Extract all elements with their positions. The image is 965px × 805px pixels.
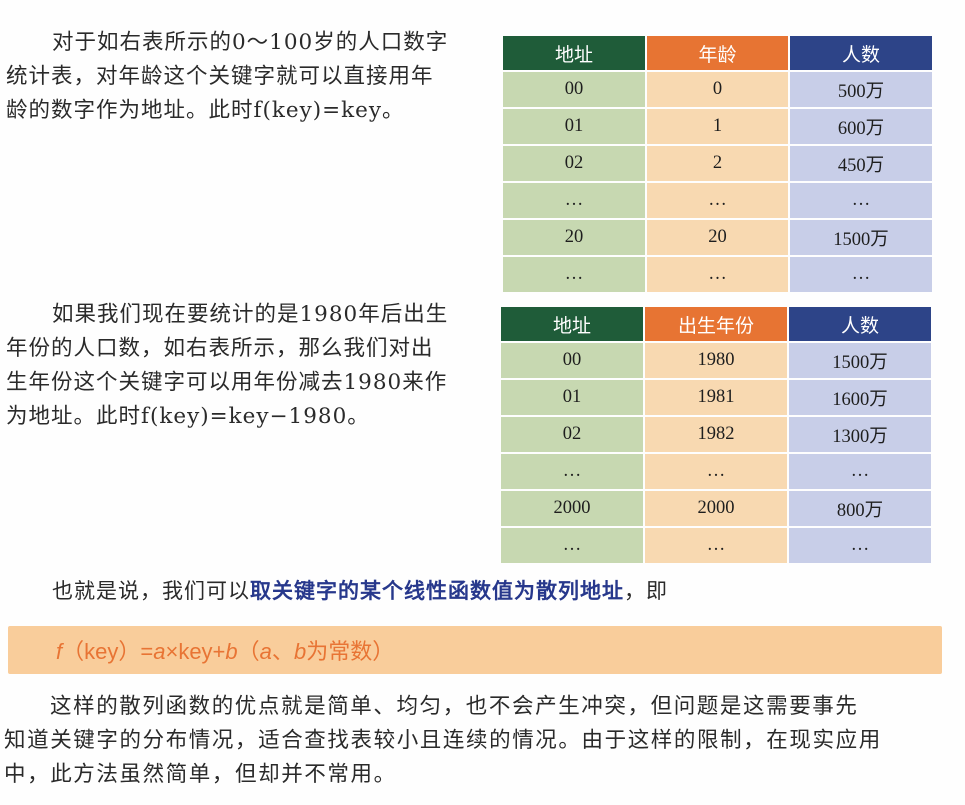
cell-address: … <box>501 528 643 563</box>
header-population: 人数 <box>790 36 932 70</box>
cell-birth-year: 1982 <box>645 417 787 452</box>
table-row: … … … <box>503 183 932 218</box>
paragraph-line: 年份的人口数，如右表所示，那么我们对出 <box>6 336 434 361</box>
formula-part: （ <box>237 639 260 664</box>
cell-address: 2000 <box>501 491 643 526</box>
header-address: 地址 <box>503 36 645 70</box>
cell-population: 1600万 <box>789 380 931 415</box>
cell-population: 800万 <box>789 491 931 526</box>
cell-population: 1300万 <box>789 417 931 452</box>
cell-population: 500万 <box>790 72 932 107</box>
summary-line: 也就是说，我们可以取关键字的某个线性函数值为散列地址，即 <box>52 575 668 605</box>
cell-population: … <box>790 183 932 218</box>
header-population: 人数 <box>789 307 931 341</box>
table-row: … … … <box>503 257 932 292</box>
table-row: 00 1980 1500万 <box>501 343 931 378</box>
cell-age: 20 <box>647 220 788 255</box>
formula-a: a <box>259 639 272 664</box>
formula-a: a <box>153 639 166 664</box>
age-population-table: 地址 年龄 人数 00 0 500万 01 1 600万 02 2 450万 …… <box>501 34 934 294</box>
header-birth-year: 出生年份 <box>645 307 787 341</box>
formula-f: f <box>56 639 63 664</box>
cell-age: … <box>647 183 788 218</box>
summary-emphasis: 取关键字的某个线性函数值为散列地址 <box>250 578 624 603</box>
cell-address: 00 <box>503 72 645 107</box>
cell-birth-year: … <box>645 454 787 489</box>
paragraph-conclusion: 这样的散列函数的优点就是简单、均匀，也不会产生冲突，但问题是这需要事先 知道关键… <box>4 690 882 792</box>
table-row: 02 1982 1300万 <box>501 417 931 452</box>
birth-year-population-table: 地址 出生年份 人数 00 1980 1500万 01 1981 1600万 0… <box>499 305 933 565</box>
cell-address: 02 <box>503 146 645 181</box>
paragraph-line: 为地址。此时f(key)=key−1980。 <box>6 404 370 429</box>
cell-population: 450万 <box>790 146 932 181</box>
table-row: … … … <box>501 528 931 563</box>
cell-address: 02 <box>501 417 643 452</box>
cell-population: 600万 <box>790 109 932 144</box>
paragraph-line: 对于如右表所示的0～100岁的人口数字 <box>52 30 449 55</box>
paragraph-birth-year: 如果我们现在要统计的是1980年后出生 年份的人口数，如右表所示，那么我们对出 … <box>6 298 448 434</box>
cell-population: … <box>789 528 931 563</box>
summary-prefix: 也就是说，我们可以 <box>52 579 250 603</box>
cell-birth-year: 1980 <box>645 343 787 378</box>
cell-population: … <box>789 454 931 489</box>
cell-address: … <box>503 257 645 292</box>
table-row: 02 2 450万 <box>503 146 932 181</box>
paragraph-line: 这样的散列函数的优点就是简单、均匀，也不会产生冲突，但问题是这需要事先 <box>50 694 859 719</box>
formula-part: 为常数） <box>306 639 395 664</box>
cell-population: 1500万 <box>789 343 931 378</box>
cell-birth-year: 1981 <box>645 380 787 415</box>
cell-address: … <box>501 454 643 489</box>
paragraph-line: 中，此方法虽然简单，但却并不常用。 <box>4 762 397 787</box>
table-row: 01 1981 1600万 <box>501 380 931 415</box>
paragraph-direct-age: 对于如右表所示的0～100岁的人口数字 统计表，对年龄这个关键字就可以直接用年 … <box>6 26 448 128</box>
paragraph-line: 统计表，对年龄这个关键字就可以直接用年 <box>6 64 434 89</box>
formula-b: b <box>293 639 307 664</box>
header-age: 年龄 <box>647 36 788 70</box>
table-row: 20 20 1500万 <box>503 220 932 255</box>
table-row: 01 1 600万 <box>503 109 932 144</box>
formula-b: b <box>225 639 238 664</box>
cell-address: 01 <box>503 109 645 144</box>
cell-address: 00 <box>501 343 643 378</box>
cell-address: … <box>503 183 645 218</box>
cell-population: 1500万 <box>790 220 932 255</box>
formula-bar: f（key）=a×key+b（a、b为常数） <box>8 626 942 674</box>
table-row: 00 0 500万 <box>503 72 932 107</box>
paragraph-line: 生年份这个关键字可以用年份减去1980来作 <box>6 370 448 395</box>
paragraph-line: 如果我们现在要统计的是1980年后出生 <box>52 302 449 327</box>
cell-age: 0 <box>647 72 788 107</box>
header-address: 地址 <box>501 307 643 341</box>
cell-address: 20 <box>503 220 645 255</box>
formula-part: （key）= <box>62 639 154 664</box>
paragraph-line: 龄的数字作为地址。此时f(key)=key。 <box>6 98 405 123</box>
paragraph-line: 知道关键字的分布情况，适合查找表较小且连续的情况。由于这样的限制，在现实应用 <box>4 728 882 753</box>
table-row: 2000 2000 800万 <box>501 491 931 526</box>
formula-part: ×key+ <box>165 639 226 664</box>
linear-hash-formula: f（key）=a×key+b（a、b为常数） <box>56 634 394 666</box>
cell-birth-year: … <box>645 528 787 563</box>
table-row: … … … <box>501 454 931 489</box>
summary-suffix: ，即 <box>624 579 668 603</box>
cell-address: 01 <box>501 380 643 415</box>
cell-population: … <box>790 257 932 292</box>
formula-part: 、 <box>271 639 294 664</box>
cell-age: 2 <box>647 146 788 181</box>
cell-birth-year: 2000 <box>645 491 787 526</box>
cell-age: 1 <box>647 109 788 144</box>
cell-age: … <box>647 257 788 292</box>
